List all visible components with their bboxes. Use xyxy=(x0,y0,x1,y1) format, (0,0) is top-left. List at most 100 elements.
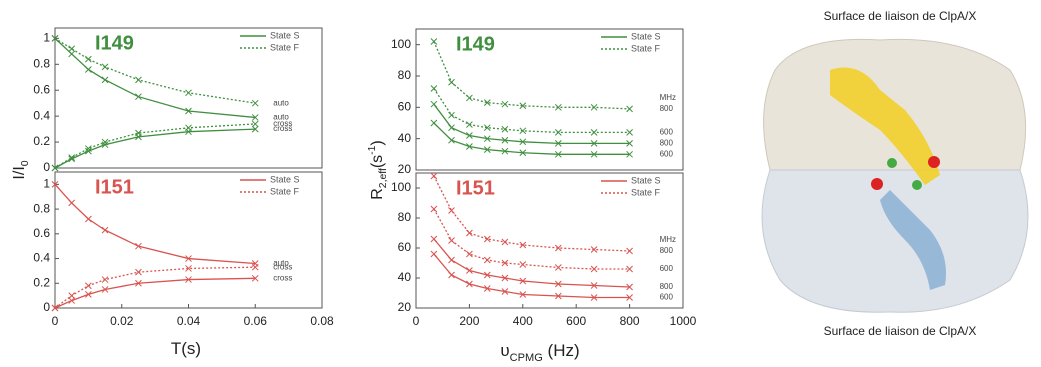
data-point xyxy=(501,259,509,267)
x-tick-label: 0.08 xyxy=(310,314,334,328)
data-point xyxy=(626,150,633,158)
data-point xyxy=(135,76,142,84)
data-point xyxy=(483,135,491,143)
data-point xyxy=(519,149,527,157)
data-point xyxy=(626,129,633,136)
caption: Surface de liaison de ClpA/X xyxy=(824,324,977,338)
data-point xyxy=(251,274,259,282)
data-point xyxy=(626,247,633,255)
annotation: MHz xyxy=(660,235,676,244)
data-point xyxy=(185,255,192,262)
data-point xyxy=(185,107,192,115)
data-point xyxy=(448,111,455,119)
panel-title: I151 xyxy=(456,177,495,199)
y-tick-label: 0 xyxy=(43,300,50,314)
data-point xyxy=(85,282,92,290)
data-point xyxy=(501,147,509,155)
y-tick-label: 0.8 xyxy=(33,201,50,215)
data-point xyxy=(466,250,473,258)
series-line xyxy=(54,37,256,104)
marker-green xyxy=(912,180,922,190)
y-tick-label: 40 xyxy=(398,131,412,145)
series-label: 600 xyxy=(660,128,674,137)
data-point xyxy=(448,237,455,244)
y-tick-label: 0.4 xyxy=(33,251,50,265)
data-point xyxy=(135,93,142,101)
series-label: cross xyxy=(273,273,292,282)
y-tick-label: 20 xyxy=(398,300,412,314)
plot-frame xyxy=(415,28,684,171)
data-point xyxy=(185,89,192,97)
axis-label: T(s) xyxy=(171,339,201,358)
data-point xyxy=(554,103,562,111)
x-tick-label: 0.02 xyxy=(110,314,134,328)
series-line xyxy=(433,88,630,134)
panel-title: I149 xyxy=(456,33,495,55)
axis-label-part: (Hz) xyxy=(543,341,580,360)
y-tick-label: 60 xyxy=(398,240,412,254)
data-point xyxy=(466,229,473,237)
y-tick-label: 40 xyxy=(398,270,412,284)
data-point xyxy=(51,181,59,188)
x-tick-label: 0 xyxy=(52,314,59,328)
series-line xyxy=(433,103,630,145)
data-point xyxy=(101,63,109,71)
data-point xyxy=(101,276,109,283)
data-point xyxy=(626,265,633,273)
data-point xyxy=(590,150,598,158)
series-line xyxy=(433,208,630,270)
marker-green xyxy=(887,158,897,168)
data-point xyxy=(483,99,491,106)
series-line xyxy=(433,253,630,299)
y-tick-label: 60 xyxy=(398,100,412,114)
data-point xyxy=(501,274,509,282)
data-point xyxy=(85,55,92,63)
data-point xyxy=(483,271,491,279)
data-point xyxy=(590,246,598,253)
data-point xyxy=(554,150,562,158)
data-point xyxy=(554,292,562,300)
data-point xyxy=(483,146,491,153)
y-tick-label: 0.6 xyxy=(33,226,50,240)
x-tick-label: 600 xyxy=(566,314,586,328)
legend-label: State F xyxy=(631,187,661,197)
series-line xyxy=(54,266,256,309)
y-tick-label: 1 xyxy=(43,177,50,191)
plot-frame xyxy=(54,27,323,169)
series-label: cross xyxy=(273,119,292,128)
y-tick-label: 80 xyxy=(398,210,412,224)
series-line xyxy=(433,238,630,288)
data-point xyxy=(101,226,109,234)
data-point xyxy=(251,125,259,133)
y-tick-label: 1 xyxy=(43,31,50,45)
x-tick-label: 1000 xyxy=(670,314,697,328)
data-point xyxy=(501,100,509,108)
data-point xyxy=(466,143,473,150)
axis-label-part: ) xyxy=(369,140,386,145)
y-tick-label: 100 xyxy=(391,37,411,51)
data-point xyxy=(101,286,109,293)
data-point xyxy=(68,297,76,304)
data-point xyxy=(519,241,527,249)
data-point xyxy=(251,263,259,271)
series-label: cross xyxy=(273,262,292,271)
data-point xyxy=(85,291,92,298)
data-point xyxy=(590,103,598,111)
panel-title: I149 xyxy=(95,32,134,54)
data-point xyxy=(430,38,438,45)
data-point xyxy=(519,127,527,135)
data-point xyxy=(626,105,633,113)
data-point xyxy=(519,138,527,146)
legend-label: State S xyxy=(270,174,300,184)
series-label: 800 xyxy=(660,138,674,147)
series-line xyxy=(54,128,256,169)
data-point xyxy=(135,279,142,287)
data-point xyxy=(185,276,192,283)
axis-label-part: 0 xyxy=(20,160,31,166)
data-point xyxy=(501,125,509,133)
data-point xyxy=(501,288,509,295)
data-point xyxy=(466,121,473,128)
data-point xyxy=(430,235,438,243)
series-label: auto xyxy=(273,98,289,107)
y-tick-label: 20 xyxy=(398,162,412,176)
